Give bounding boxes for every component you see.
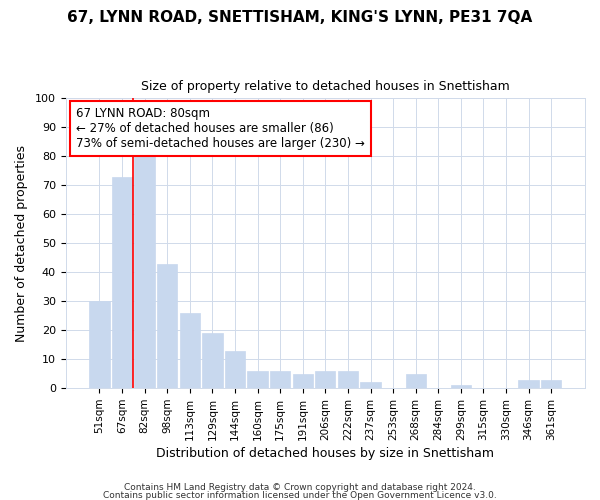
Bar bbox=[338, 371, 358, 388]
Bar bbox=[134, 156, 155, 388]
Text: 67 LYNN ROAD: 80sqm
← 27% of detached houses are smaller (86)
73% of semi-detach: 67 LYNN ROAD: 80sqm ← 27% of detached ho… bbox=[76, 107, 365, 150]
Text: 67, LYNN ROAD, SNETTISHAM, KING'S LYNN, PE31 7QA: 67, LYNN ROAD, SNETTISHAM, KING'S LYNN, … bbox=[67, 10, 533, 25]
Bar bbox=[89, 301, 110, 388]
Text: Contains public sector information licensed under the Open Government Licence v3: Contains public sector information licen… bbox=[103, 490, 497, 500]
Title: Size of property relative to detached houses in Snettisham: Size of property relative to detached ho… bbox=[141, 80, 510, 93]
Bar bbox=[157, 264, 178, 388]
Bar bbox=[361, 382, 380, 388]
Bar bbox=[541, 380, 562, 388]
Bar bbox=[518, 380, 539, 388]
Bar bbox=[202, 333, 223, 388]
Bar bbox=[293, 374, 313, 388]
Y-axis label: Number of detached properties: Number of detached properties bbox=[15, 145, 28, 342]
Bar bbox=[247, 371, 268, 388]
Bar bbox=[270, 371, 290, 388]
Bar bbox=[225, 350, 245, 388]
Text: Contains HM Land Registry data © Crown copyright and database right 2024.: Contains HM Land Registry data © Crown c… bbox=[124, 484, 476, 492]
Bar bbox=[406, 374, 426, 388]
Bar bbox=[315, 371, 335, 388]
Bar bbox=[112, 176, 132, 388]
X-axis label: Distribution of detached houses by size in Snettisham: Distribution of detached houses by size … bbox=[157, 447, 494, 460]
Bar bbox=[179, 313, 200, 388]
Bar bbox=[451, 386, 471, 388]
